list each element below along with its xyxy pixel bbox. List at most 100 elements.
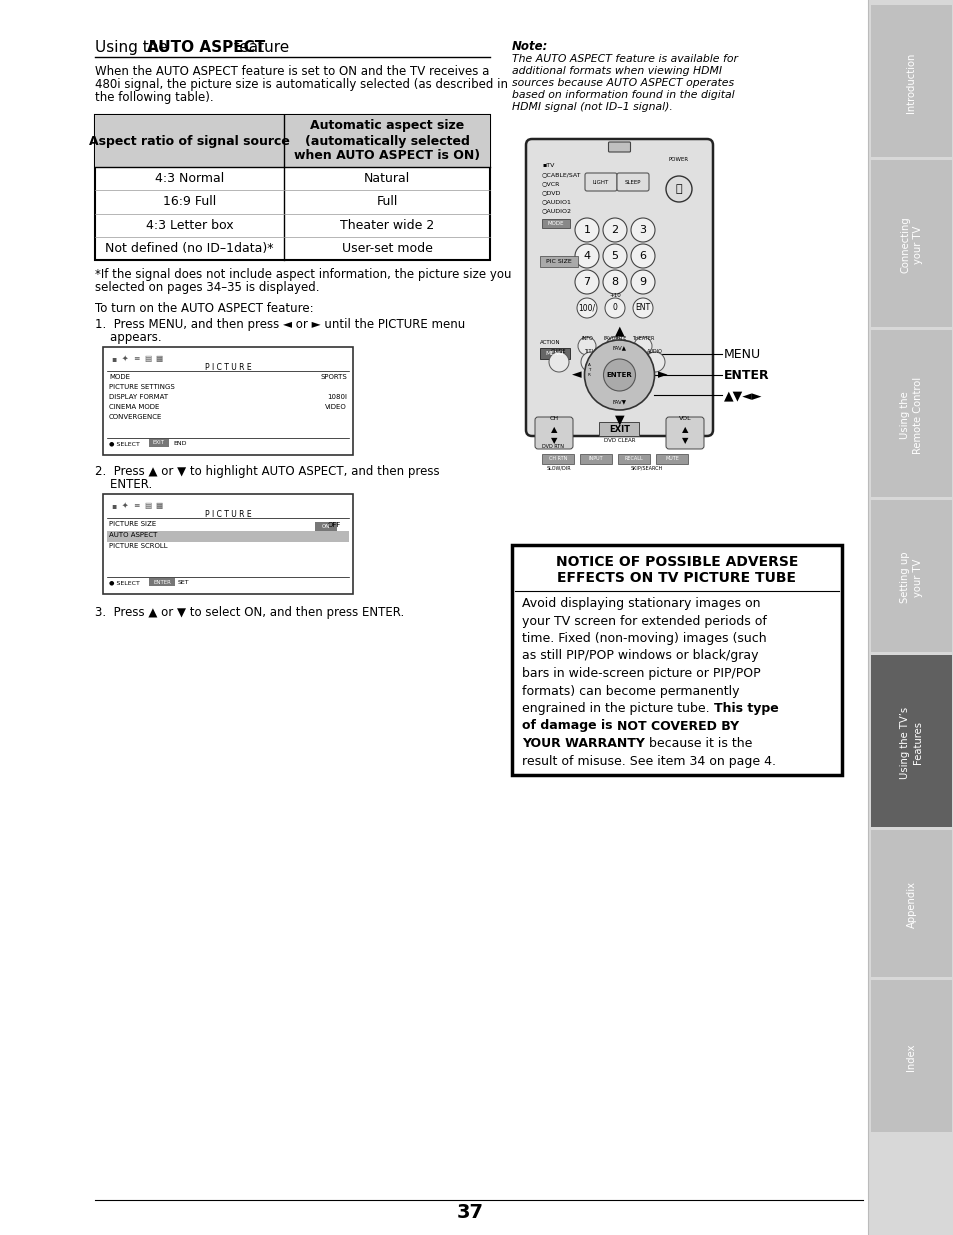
Bar xyxy=(656,454,687,464)
Text: CH RTN: CH RTN xyxy=(548,457,567,462)
Text: 3: 3 xyxy=(639,225,646,235)
Text: CH: CH xyxy=(549,416,558,421)
Circle shape xyxy=(665,177,691,203)
Text: ▼: ▼ xyxy=(681,436,687,445)
Text: ○CABLE/SAT: ○CABLE/SAT xyxy=(541,172,581,177)
Circle shape xyxy=(644,352,664,372)
Text: based on information found in the digital: based on information found in the digita… xyxy=(512,90,734,100)
Text: 2: 2 xyxy=(611,225,618,235)
Text: END: END xyxy=(172,441,186,446)
Bar xyxy=(95,115,490,167)
Text: SPORTS: SPORTS xyxy=(320,374,347,380)
Text: 0: 0 xyxy=(612,304,617,312)
Text: ENTER: ENTER xyxy=(723,369,769,382)
Text: ENTER.: ENTER. xyxy=(95,478,152,492)
FancyBboxPatch shape xyxy=(525,140,712,436)
Text: RECALL: RECALL xyxy=(624,457,642,462)
Text: A
T
R: A T R xyxy=(587,363,590,377)
Text: bars in wide-screen picture or PIP/POP: bars in wide-screen picture or PIP/POP xyxy=(521,667,760,680)
Text: 4: 4 xyxy=(583,251,590,261)
Text: ○DVD: ○DVD xyxy=(541,190,560,195)
Text: ENTER: ENTER xyxy=(152,579,171,584)
Text: ACTION: ACTION xyxy=(539,340,560,345)
Circle shape xyxy=(634,337,651,354)
Text: 4:3 Letter box: 4:3 Letter box xyxy=(146,219,233,232)
Bar xyxy=(512,545,841,776)
Circle shape xyxy=(575,245,598,268)
Text: 100/: 100/ xyxy=(578,304,595,312)
Text: Using the: Using the xyxy=(95,40,172,56)
Text: When the AUTO ASPECT feature is set to ON and the TV receives a: When the AUTO ASPECT feature is set to O… xyxy=(95,65,489,78)
Circle shape xyxy=(604,298,624,317)
Text: FAV▼: FAV▼ xyxy=(612,399,626,405)
Circle shape xyxy=(602,219,626,242)
Text: TITLE: TITLE xyxy=(583,350,598,354)
Text: Note:: Note: xyxy=(512,40,548,53)
Text: To turn on the AUTO ASPECT feature:: To turn on the AUTO ASPECT feature: xyxy=(95,303,314,315)
Circle shape xyxy=(605,337,623,354)
Text: FAVORITE: FAVORITE xyxy=(602,336,626,341)
Text: EFFECTS ON TV PICTURE TUBE: EFFECTS ON TV PICTURE TUBE xyxy=(557,571,796,585)
Text: ○VCR: ○VCR xyxy=(541,182,559,186)
Text: ▤: ▤ xyxy=(144,354,152,363)
Text: ON: ON xyxy=(321,524,330,529)
Text: SKIP/SEARCH: SKIP/SEARCH xyxy=(630,466,662,471)
Text: 8: 8 xyxy=(611,277,618,287)
Text: EXIT: EXIT xyxy=(152,441,165,446)
Text: selected on pages 34–35 is displayed.: selected on pages 34–35 is displayed. xyxy=(95,282,319,294)
FancyBboxPatch shape xyxy=(535,417,573,450)
Text: of damage is: of damage is xyxy=(521,720,617,732)
Bar xyxy=(870,981,951,1132)
Text: Automatic aspect size
(automatically selected
when AUTO ASPECT is ON): Automatic aspect size (automatically sel… xyxy=(294,120,479,163)
Text: SUBTITLE: SUBTITLE xyxy=(611,350,634,354)
Text: +10: +10 xyxy=(608,293,620,298)
Circle shape xyxy=(548,352,568,372)
Text: ▦: ▦ xyxy=(154,354,162,363)
Bar xyxy=(95,115,490,261)
Text: ▪: ▪ xyxy=(111,354,116,363)
Text: 2.  Press ▲ or ▼ to highlight AUTO ASPECT, and then press: 2. Press ▲ or ▼ to highlight AUTO ASPECT… xyxy=(95,466,439,478)
Text: ▲: ▲ xyxy=(614,324,623,337)
Text: 1: 1 xyxy=(583,225,590,235)
Text: NOTICE OF POSSIBLE ADVERSE: NOTICE OF POSSIBLE ADVERSE xyxy=(556,555,798,569)
Text: AUDIO: AUDIO xyxy=(646,350,662,354)
FancyBboxPatch shape xyxy=(584,173,617,191)
Text: P I C T U R E: P I C T U R E xyxy=(205,510,251,519)
Text: ▼: ▼ xyxy=(614,412,623,426)
Bar xyxy=(107,520,349,531)
Text: MODE: MODE xyxy=(109,374,130,380)
Text: INFO: INFO xyxy=(580,336,592,341)
Text: feature: feature xyxy=(229,40,289,56)
Text: PICTURE SIZE: PICTURE SIZE xyxy=(109,521,156,527)
Text: ►: ► xyxy=(657,368,666,382)
Text: PICTURE SETTINGS: PICTURE SETTINGS xyxy=(109,384,174,390)
Text: ○AUDIO2: ○AUDIO2 xyxy=(541,207,572,212)
Text: Setting up
your TV: Setting up your TV xyxy=(900,552,922,603)
FancyBboxPatch shape xyxy=(665,417,703,450)
Text: Index: Index xyxy=(905,1044,916,1071)
Text: ENTER: ENTER xyxy=(606,372,632,378)
Text: VOL: VOL xyxy=(678,416,691,421)
Text: VIDEO: VIDEO xyxy=(325,404,347,410)
Text: additional formats when viewing HDMI: additional formats when viewing HDMI xyxy=(512,65,721,77)
Text: CONVERGENCE: CONVERGENCE xyxy=(109,414,162,420)
Text: AUTO ASPECT: AUTO ASPECT xyxy=(147,40,265,56)
Text: GUIDE: GUIDE xyxy=(551,350,566,354)
Text: SLOW/DIR: SLOW/DIR xyxy=(546,466,571,471)
Text: ▲: ▲ xyxy=(681,425,687,433)
Text: 9: 9 xyxy=(639,277,646,287)
Text: ≡: ≡ xyxy=(132,354,139,363)
Text: NOT COVERED BY: NOT COVERED BY xyxy=(617,720,739,732)
Text: SLEEP: SLEEP xyxy=(624,179,640,184)
Text: INPUT: INPUT xyxy=(588,457,602,462)
Circle shape xyxy=(578,337,596,354)
Text: ▲▼◄►: ▲▼◄► xyxy=(723,389,761,403)
Text: sources because AUTO ASPECT operates: sources because AUTO ASPECT operates xyxy=(512,78,734,88)
Text: The AUTO ASPECT feature is available for: The AUTO ASPECT feature is available for xyxy=(512,54,738,64)
Text: HDMI signal (not ID–1 signal).: HDMI signal (not ID–1 signal). xyxy=(512,103,672,112)
Text: DVD RTN: DVD RTN xyxy=(541,445,563,450)
Text: 1.  Press MENU, and then press ◄ or ► until the PICTURE menu: 1. Press MENU, and then press ◄ or ► unt… xyxy=(95,317,465,331)
Text: User-set mode: User-set mode xyxy=(341,242,432,254)
Text: *If the signal does not include aspect information, the picture size you: *If the signal does not include aspect i… xyxy=(95,268,511,282)
Text: MUTE: MUTE xyxy=(664,457,679,462)
